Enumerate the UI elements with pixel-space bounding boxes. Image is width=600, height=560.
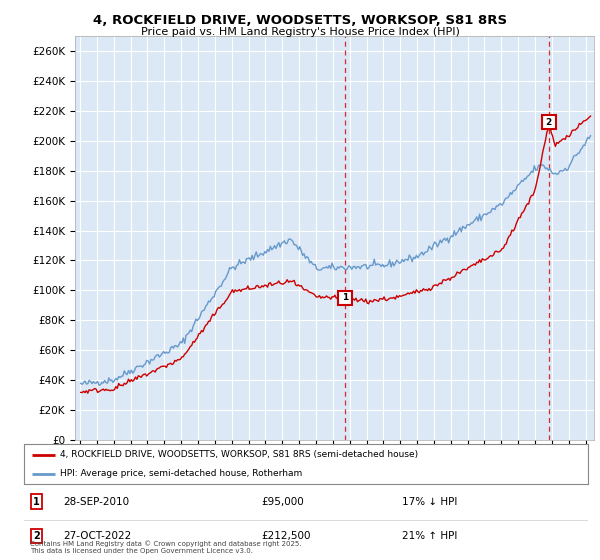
Text: £95,000: £95,000	[261, 497, 304, 507]
Text: Price paid vs. HM Land Registry's House Price Index (HPI): Price paid vs. HM Land Registry's House …	[140, 27, 460, 38]
Text: 28-SEP-2010: 28-SEP-2010	[64, 497, 130, 507]
Text: 21% ↑ HPI: 21% ↑ HPI	[402, 531, 457, 541]
Text: 27-OCT-2022: 27-OCT-2022	[64, 531, 132, 541]
Text: HPI: Average price, semi-detached house, Rotherham: HPI: Average price, semi-detached house,…	[59, 469, 302, 478]
Text: 2: 2	[33, 531, 40, 541]
Text: 1: 1	[342, 293, 349, 302]
Text: £212,500: £212,500	[261, 531, 310, 541]
Text: 4, ROCKFIELD DRIVE, WOODSETTS, WORKSOP, S81 8RS (semi-detached house): 4, ROCKFIELD DRIVE, WOODSETTS, WORKSOP, …	[59, 450, 418, 459]
Text: 2: 2	[546, 118, 552, 127]
Text: 4, ROCKFIELD DRIVE, WOODSETTS, WORKSOP, S81 8RS: 4, ROCKFIELD DRIVE, WOODSETTS, WORKSOP, …	[93, 14, 507, 27]
Text: 17% ↓ HPI: 17% ↓ HPI	[402, 497, 457, 507]
Text: 1: 1	[33, 497, 40, 507]
Text: Contains HM Land Registry data © Crown copyright and database right 2025.
This d: Contains HM Land Registry data © Crown c…	[29, 540, 301, 554]
